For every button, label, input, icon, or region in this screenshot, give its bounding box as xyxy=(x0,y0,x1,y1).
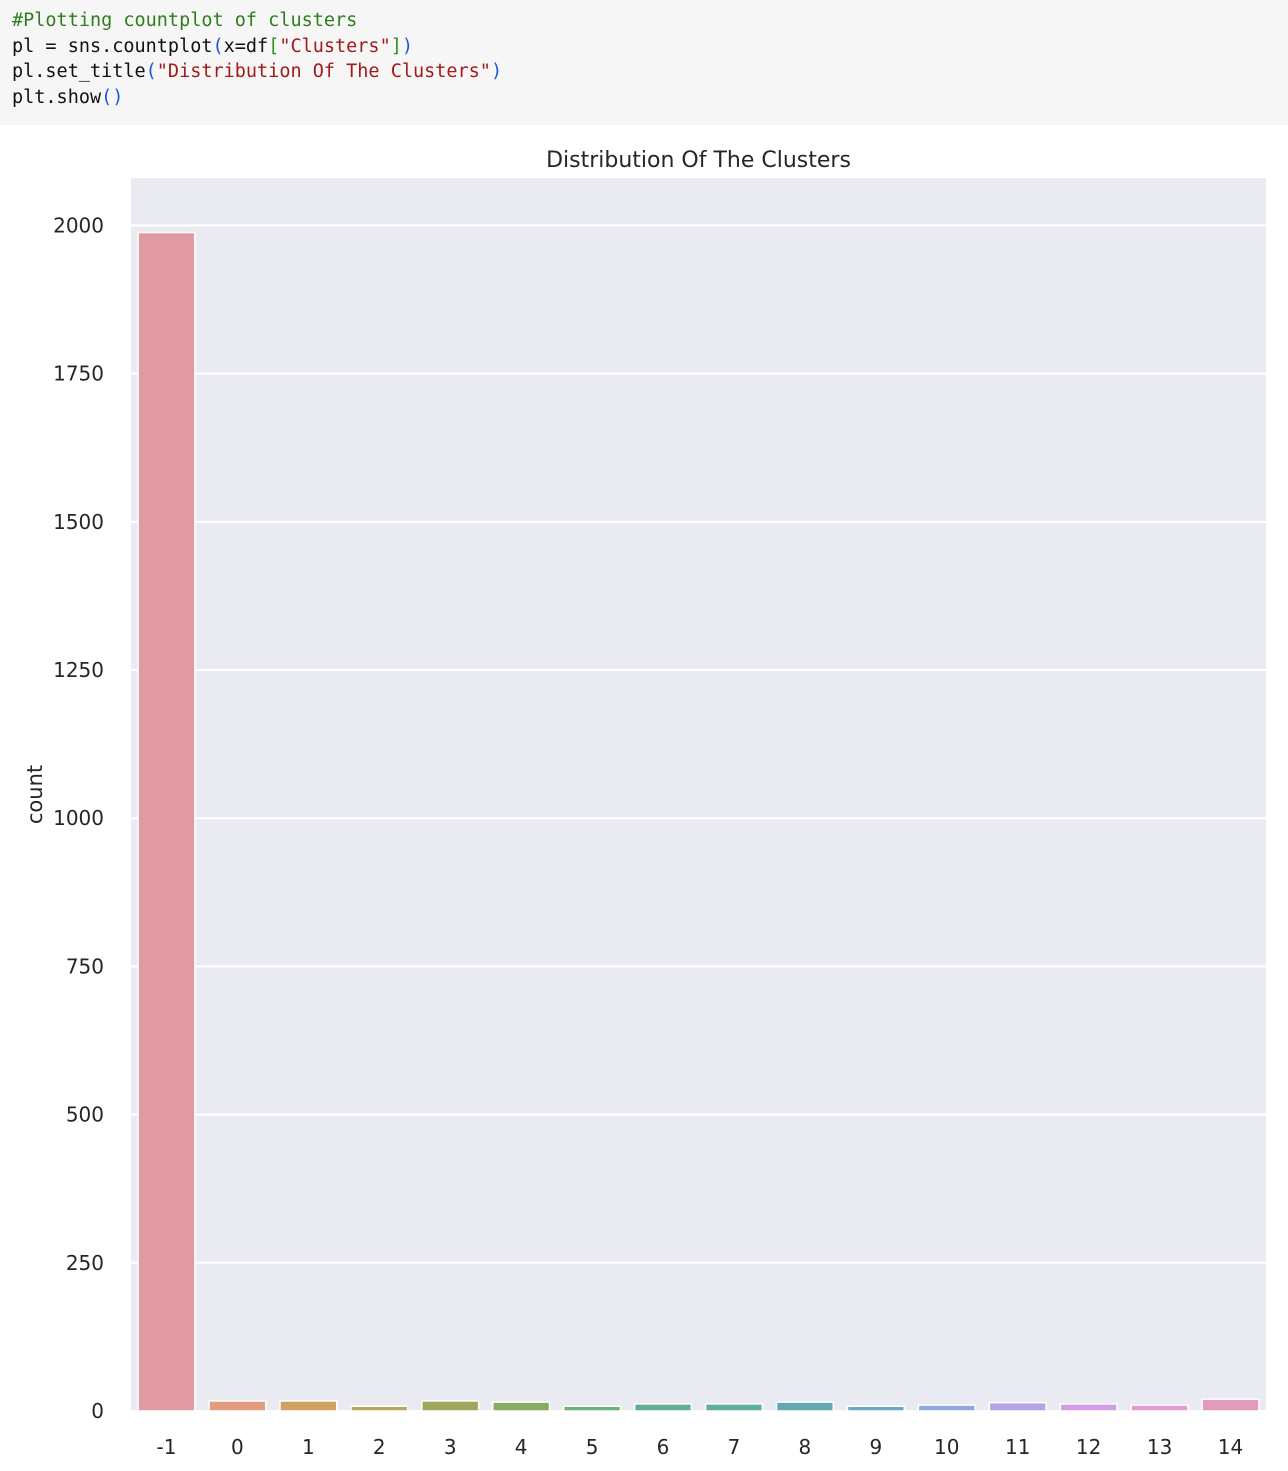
x-tick-label: 5 xyxy=(586,1435,599,1459)
x-tick-label: 1 xyxy=(302,1435,315,1459)
x-tick-label: 9 xyxy=(869,1435,882,1459)
bar xyxy=(350,1405,409,1412)
chart-area: 0 250 500 750 1000 1250 1500 1750 2000 -1 0 1 2 3 4 5 6 7… xyxy=(0,125,1288,1466)
x-tick-label: 3 xyxy=(444,1435,457,1459)
bar xyxy=(137,231,196,1412)
y-tick-label: 1500 xyxy=(53,510,104,534)
code-token: ] xyxy=(390,35,402,57)
y-tick-label: 500 xyxy=(66,1103,104,1127)
code-line: pl = sns.countplot(x=df["Clusters"]) xyxy=(12,34,1276,60)
code-token: "Clusters" xyxy=(279,35,391,57)
x-tick-label: -1 xyxy=(156,1435,176,1459)
code-token: [ xyxy=(268,35,280,57)
bar xyxy=(988,1401,1047,1412)
code-token: x=df xyxy=(223,35,269,57)
x-tick-label: 13 xyxy=(1147,1435,1172,1459)
bar xyxy=(917,1404,976,1412)
x-tick-label: 6 xyxy=(657,1435,670,1459)
x-tick-label: 11 xyxy=(1005,1435,1030,1459)
bar xyxy=(562,1405,622,1412)
code-token: plt.show xyxy=(12,86,102,108)
x-tick-label: 7 xyxy=(728,1435,741,1459)
x-tick-label: 10 xyxy=(934,1435,959,1459)
y-axis-label: count xyxy=(23,765,47,824)
bar xyxy=(704,1403,764,1412)
y-tick-label: 2000 xyxy=(53,213,104,237)
bar xyxy=(1201,1398,1260,1412)
bar xyxy=(279,1400,338,1412)
bar xyxy=(846,1405,905,1412)
y-tick-label: 250 xyxy=(66,1251,104,1275)
bar xyxy=(1130,1404,1189,1412)
code-token: ( xyxy=(145,61,157,82)
plot-background xyxy=(131,178,1266,1411)
x-tick-label: 4 xyxy=(515,1435,528,1459)
code-token: pl.set_title xyxy=(12,61,146,82)
code-cell[interactable]: #Plotting countplot of clusters pl = sns.… xyxy=(0,0,1288,125)
chart-title: Distribution Of The Clusters xyxy=(546,148,851,173)
code-line: plt.show() xyxy=(12,85,1276,111)
code-token: ) xyxy=(490,61,503,82)
x-tick-label: 14 xyxy=(1218,1435,1243,1459)
code-line: #Plotting countplot of clusters xyxy=(12,8,1276,34)
y-tick-label: 1250 xyxy=(53,658,104,682)
x-tick-label: 12 xyxy=(1076,1435,1101,1459)
y-tick-label: 1000 xyxy=(53,806,104,830)
bar xyxy=(1059,1403,1118,1412)
code-token: pl = sns.countplot xyxy=(12,35,213,57)
bar xyxy=(208,1400,267,1412)
code-token: () xyxy=(101,86,124,108)
y-tick-label: 750 xyxy=(66,954,104,978)
x-tick-label: 8 xyxy=(799,1435,812,1459)
x-tick-label: 2 xyxy=(373,1435,386,1459)
bar xyxy=(421,1400,480,1412)
bar xyxy=(492,1401,551,1412)
code-token: ( xyxy=(212,35,224,57)
bar xyxy=(633,1403,693,1412)
bar xyxy=(775,1401,835,1412)
y-tick-label: 1750 xyxy=(53,362,104,386)
code-token: #Plotting countplot of clusters xyxy=(12,10,358,31)
x-tick-label: 0 xyxy=(231,1435,244,1459)
y-tick-label: 0 xyxy=(91,1399,104,1423)
code-line: pl.set_title("Distribution Of The Cluste… xyxy=(12,59,1276,85)
code-token: "Distribution Of The Clusters" xyxy=(156,61,491,82)
code-token: ) xyxy=(401,35,413,57)
